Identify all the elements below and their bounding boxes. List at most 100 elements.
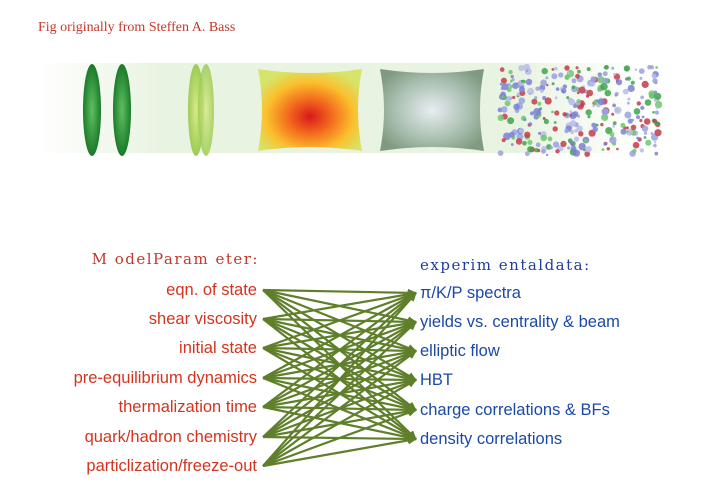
hadron-particle bbox=[569, 110, 573, 113]
hadron-particle bbox=[654, 151, 659, 156]
hadron-particle bbox=[616, 79, 623, 86]
arrow-param-4-to-data-2 bbox=[262, 349, 417, 409]
hadron-particle bbox=[622, 88, 629, 95]
hadron-particle bbox=[555, 149, 560, 154]
hadron-particle bbox=[515, 138, 523, 145]
hadron-particle bbox=[576, 91, 580, 95]
arrow-param-6-to-data-5 bbox=[262, 436, 417, 468]
hadron-particle bbox=[598, 98, 605, 106]
hadron-particle bbox=[552, 141, 560, 148]
arrow-param-5-to-data-5 bbox=[262, 434, 417, 443]
arrow-param-4-to-data-3 bbox=[262, 377, 417, 409]
hadron-particle bbox=[570, 129, 575, 135]
hadron-particle bbox=[497, 114, 504, 121]
experimental-data-header: experim entaldata: bbox=[420, 256, 591, 274]
model-parameter-header: M odelParam eter: bbox=[91, 250, 259, 268]
param-initial-state: initial state bbox=[179, 339, 257, 357]
hadron-particle bbox=[553, 121, 557, 124]
hadron-particle bbox=[553, 66, 558, 71]
hadron-particle bbox=[640, 105, 645, 110]
data-elliptic-flow: elliptic flow bbox=[420, 342, 500, 360]
hadron-particle bbox=[577, 69, 581, 74]
hadron-particle bbox=[543, 118, 550, 125]
hadron-particle bbox=[573, 136, 580, 142]
hadron-particle bbox=[527, 87, 535, 96]
hadron-particle bbox=[534, 96, 538, 100]
arrow-param-5-to-data-0 bbox=[262, 292, 417, 438]
hadron-particle bbox=[655, 106, 659, 109]
hadron-particle bbox=[648, 93, 655, 99]
hadron-particle bbox=[631, 118, 635, 122]
hadron-particle bbox=[632, 141, 640, 149]
param-eqn-of-state: eqn. of state bbox=[166, 281, 257, 299]
arrow-param-4-to-data-1 bbox=[262, 321, 417, 408]
hadron-particle bbox=[625, 128, 634, 136]
hadronization-icon bbox=[380, 69, 484, 151]
hadron-particle bbox=[584, 139, 588, 144]
hadron-particle bbox=[533, 108, 541, 116]
hadron-particle bbox=[624, 111, 632, 119]
hadron-particle bbox=[626, 76, 631, 81]
hadron-particle bbox=[641, 80, 649, 88]
hadron-particle bbox=[626, 130, 629, 133]
hadron-particle bbox=[654, 121, 660, 126]
arrow-param-3-to-data-1 bbox=[262, 320, 417, 380]
param-particlization-freeze-out: particlization/freeze-out bbox=[86, 457, 257, 475]
hadron-particle bbox=[497, 150, 504, 156]
arrow-param-4-to-data-4 bbox=[262, 405, 417, 414]
hadron-particle bbox=[630, 124, 637, 131]
hadron-particle bbox=[623, 65, 631, 72]
hadron-particle bbox=[643, 131, 648, 135]
hadron-particle bbox=[535, 86, 540, 91]
hadron-particle bbox=[567, 146, 571, 150]
arrow-param-0-to-data-3 bbox=[262, 289, 417, 381]
hadron-particle bbox=[601, 148, 605, 151]
hadron-particle bbox=[595, 123, 599, 127]
hadron-particle bbox=[651, 73, 657, 79]
hadron-particle bbox=[518, 65, 525, 72]
hadron-particle bbox=[566, 96, 570, 100]
hadron-particle bbox=[639, 118, 643, 123]
arrow-param-4-to-data-5 bbox=[262, 405, 417, 442]
hadron-particle bbox=[509, 79, 513, 83]
hadron-particle bbox=[627, 101, 630, 105]
hadron-particle bbox=[504, 100, 511, 107]
arrow-param-0-to-data-4 bbox=[262, 289, 417, 411]
hadron-particle bbox=[568, 98, 576, 106]
hadron-particle bbox=[609, 136, 617, 144]
hadron-particle bbox=[652, 111, 655, 114]
data-charge-correlations: charge correlations & BFs bbox=[420, 401, 610, 419]
hadron-particle bbox=[643, 136, 647, 139]
arrow-param-2-to-data-1 bbox=[262, 319, 417, 350]
hadron-particle bbox=[620, 128, 627, 135]
colliding-nuclei-icon bbox=[83, 64, 131, 156]
hadron-particle bbox=[585, 109, 592, 116]
hadron-particle bbox=[499, 67, 505, 72]
pre-equilibrium-icon bbox=[188, 64, 214, 156]
hadron-particle bbox=[604, 64, 609, 70]
data-hbt: HBT bbox=[420, 371, 453, 389]
hadron-particle bbox=[614, 106, 622, 114]
hadron-particle bbox=[586, 89, 594, 97]
hadron-particle bbox=[561, 88, 567, 94]
hadron-particle bbox=[551, 73, 558, 80]
arrow-param-1-to-data-1 bbox=[262, 317, 417, 326]
hadron-particle bbox=[510, 74, 514, 79]
hadron-particle bbox=[513, 103, 520, 111]
hadron-particle bbox=[636, 136, 639, 140]
hadron-particle bbox=[572, 149, 581, 157]
hadron-particle bbox=[530, 111, 534, 116]
hadron-particle bbox=[554, 96, 558, 100]
hadron-particle bbox=[569, 120, 577, 127]
hadron-particle bbox=[540, 89, 544, 93]
hadron-particle bbox=[571, 85, 576, 89]
hadron-particle bbox=[616, 147, 619, 151]
hadron-particle bbox=[612, 124, 616, 128]
hadron-particle bbox=[627, 97, 631, 101]
hadron-particle bbox=[541, 149, 546, 154]
hadron-particle bbox=[569, 140, 575, 146]
arrow-param-5-to-data-2 bbox=[262, 350, 417, 438]
hadron-particle bbox=[564, 128, 569, 134]
arrow-param-6-to-data-2 bbox=[262, 350, 417, 467]
hadron-particle bbox=[554, 110, 560, 116]
